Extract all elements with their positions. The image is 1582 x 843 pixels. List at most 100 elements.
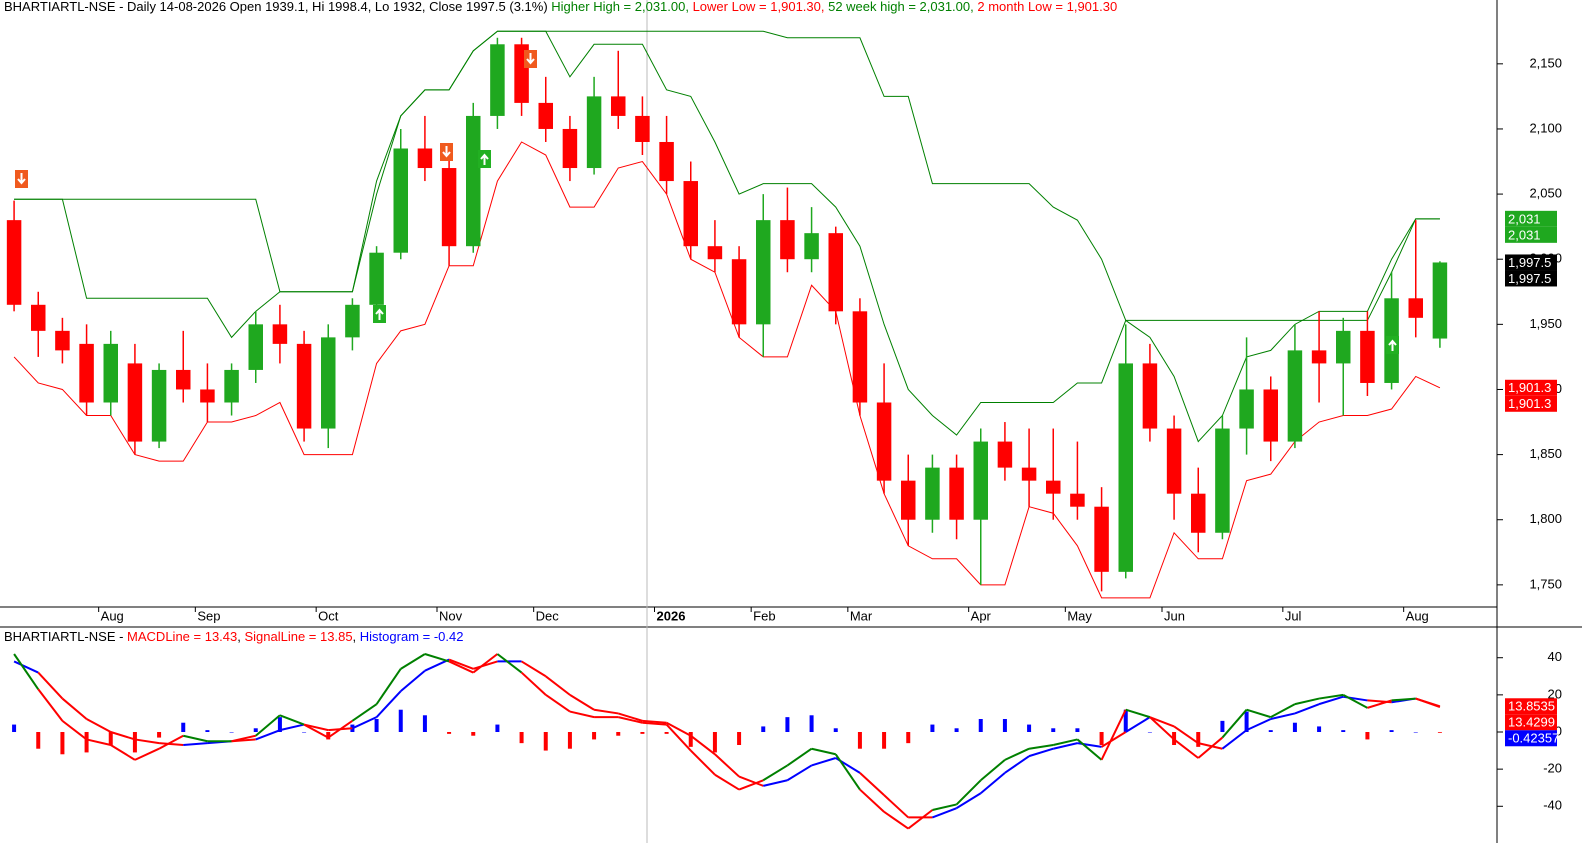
candle-body (611, 96, 626, 116)
signal-line (811, 757, 837, 767)
candle-body (1336, 330, 1351, 364)
title-part: SignalLine = 13.85 (244, 629, 352, 644)
candle-body (780, 220, 795, 260)
macd-line (980, 759, 1006, 782)
candle-body (1263, 389, 1278, 442)
histogram-bar (640, 732, 645, 734)
candle-body (997, 441, 1013, 468)
histogram-bar (447, 732, 452, 734)
histogram-bar (1268, 730, 1273, 732)
candle-body (659, 141, 674, 182)
signal-line (642, 719, 667, 724)
histogram-bar (36, 732, 41, 749)
x-tick-label: Mar (850, 608, 873, 623)
signal-line (1004, 755, 1030, 774)
macd-line (255, 714, 281, 737)
signal-line (1149, 716, 1175, 728)
last-value-label: 1,997.5 (1508, 255, 1551, 270)
histogram-bar (302, 732, 307, 733)
last-value-badge (1505, 395, 1557, 412)
x-tick-label: Oct (318, 608, 339, 623)
last-value-label: 2,031 (1508, 227, 1541, 242)
y-tick-label: 1,750 (1529, 576, 1562, 591)
macd-line (158, 734, 184, 750)
candle-body (466, 115, 481, 247)
macd-line (1004, 747, 1030, 761)
signal-line (13, 660, 39, 674)
title-part: Higher High = 2,031.00, (548, 0, 689, 14)
last-value-badge (1505, 210, 1557, 227)
candle-body (417, 148, 433, 169)
macd-line (1246, 708, 1272, 719)
last-value-label: 1,997.5 (1508, 271, 1551, 286)
sell-arrow (440, 143, 453, 161)
candle-body (393, 148, 408, 253)
macd-line (932, 803, 957, 811)
histogram-bar (1123, 709, 1128, 732)
macd-line (1053, 738, 1078, 746)
candle-body (200, 389, 215, 403)
candle-body (925, 467, 940, 520)
histogram-bar (1317, 726, 1322, 732)
y-tick-label: 1,800 (1529, 511, 1562, 526)
histogram-bar (108, 732, 113, 745)
y-tick-label: -20 (1543, 761, 1562, 776)
candle-body (369, 252, 384, 305)
band-line (13, 141, 1441, 599)
candle-body (1046, 480, 1061, 494)
signal-line (183, 742, 208, 746)
price-title: BHARTIARTL-NSE - Daily 14-08-2026 Open 1… (4, 0, 1117, 14)
macd-line (1415, 697, 1441, 709)
candle-body (224, 369, 239, 403)
y-tick-label: 0 (1555, 723, 1562, 738)
candle-body (1239, 389, 1254, 429)
histogram-bar (12, 724, 17, 732)
x-tick-label: Feb (753, 608, 775, 623)
candle-body (345, 304, 360, 338)
candle-body (248, 324, 263, 370)
y-tick-label: 2,050 (1529, 186, 1562, 201)
histogram-bar (1002, 719, 1007, 732)
macd-line (1076, 738, 1103, 761)
title-part: 52 week high = 2,031.00, (824, 0, 973, 14)
macd-line (1197, 736, 1224, 759)
histogram-bar (1099, 732, 1104, 745)
macd-line (520, 671, 547, 696)
last-value-badge (1505, 226, 1557, 243)
y-tick-label: 1,850 (1529, 446, 1562, 461)
macd-line (1149, 716, 1175, 741)
macd-line (1125, 708, 1151, 719)
x-tick-label: Dec (536, 608, 560, 623)
histogram-bar (1244, 711, 1249, 732)
candle-body (79, 343, 94, 403)
histogram-bar (930, 724, 935, 732)
macd-line (642, 721, 667, 726)
signal-line (37, 671, 64, 700)
macd-line (13, 653, 40, 690)
macd-line (834, 753, 861, 791)
last-value-label: -0.423576 (1508, 731, 1567, 746)
signal-line (690, 734, 716, 756)
candle-body (321, 337, 336, 429)
candle-body (683, 181, 698, 247)
macd-line (859, 788, 885, 813)
title-part: Histogram = -0.42 (360, 629, 464, 644)
signal-line (1198, 742, 1223, 750)
histogram-bar (1389, 730, 1394, 732)
macd-line (134, 747, 160, 761)
signal-line (1028, 747, 1054, 758)
histogram-bar (567, 732, 572, 749)
last-value-label: 13.8535 (1508, 699, 1555, 714)
candle-body (441, 168, 457, 247)
signal-line (472, 660, 498, 670)
macd-line (762, 764, 788, 782)
macd-line (738, 779, 764, 791)
signal-line (617, 712, 643, 722)
x-tick-label: Nov (439, 608, 463, 623)
signals (15, 50, 1399, 354)
macd-line (231, 734, 256, 743)
candle-body (1166, 428, 1182, 494)
histogram-bar (664, 732, 669, 734)
candle-body (876, 402, 892, 481)
